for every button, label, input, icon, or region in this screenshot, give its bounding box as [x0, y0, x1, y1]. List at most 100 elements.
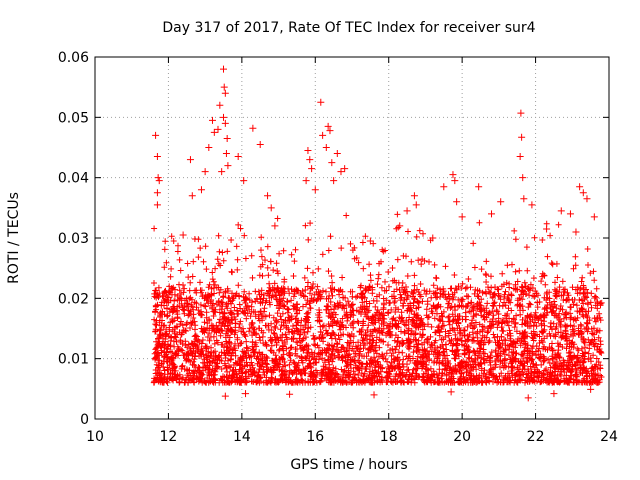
data-point: [221, 89, 229, 97]
dense-data-band: [150, 211, 605, 386]
data-point: [322, 144, 330, 151]
data-point: [518, 133, 526, 141]
x-tick-label: 24: [600, 429, 618, 445]
data-point: [221, 119, 229, 127]
y-tick-label: 0.05: [58, 110, 89, 126]
y-tick-label: 0.03: [58, 231, 89, 247]
chart-title: Day 317 of 2017, Rate Of TEC Index for r…: [162, 20, 535, 36]
x-tick-label: 22: [527, 429, 545, 445]
data-point: [517, 109, 525, 117]
x-tick-label: 12: [160, 429, 178, 445]
data-point: [308, 165, 316, 173]
data-points: [150, 65, 605, 402]
data-point: [153, 153, 161, 161]
data-point: [587, 385, 595, 393]
data-point: [224, 162, 232, 170]
data-point: [221, 392, 229, 400]
data-point: [249, 124, 257, 132]
y-axis-label: ROTI / TECUs: [6, 192, 22, 284]
data-point: [208, 116, 216, 124]
data-point: [412, 201, 420, 209]
x-tick-label: 16: [306, 429, 324, 445]
data-point: [220, 65, 227, 73]
data-point: [475, 183, 483, 191]
data-point: [449, 171, 457, 179]
data-point: [403, 207, 411, 215]
data-point: [302, 177, 310, 185]
data-point: [451, 177, 459, 185]
data-point: [396, 222, 404, 230]
data-point: [153, 189, 161, 197]
data-point: [234, 153, 242, 161]
data-point: [516, 153, 524, 161]
data-point: [458, 213, 466, 221]
data-point: [264, 192, 272, 200]
data-point: [214, 125, 222, 133]
data-point: [256, 140, 264, 148]
y-tick-label: 0.01: [58, 352, 89, 368]
data-point: [520, 195, 528, 203]
data-point: [179, 231, 187, 239]
data-point: [576, 183, 584, 191]
data-point: [328, 159, 336, 167]
x-tick-label: 20: [453, 429, 471, 445]
y-tick-label: 0.06: [58, 50, 89, 66]
data-point: [152, 131, 160, 139]
data-point: [186, 156, 194, 164]
data-point: [271, 222, 279, 230]
data-point: [579, 189, 587, 197]
data-point: [429, 234, 437, 242]
data-point: [222, 150, 230, 158]
data-point: [153, 201, 161, 209]
data-point: [201, 168, 209, 176]
data-point: [286, 390, 294, 398]
y-tick-label: 0: [80, 412, 89, 428]
data-point: [326, 127, 334, 135]
data-point: [366, 237, 374, 245]
data-point: [242, 390, 250, 398]
data-point: [440, 183, 448, 191]
data-point: [267, 204, 275, 212]
data-point: [210, 128, 218, 136]
y-tick-label: 0.02: [58, 291, 89, 307]
data-point: [330, 177, 338, 185]
data-point: [528, 201, 536, 209]
y-tick-label: 0.04: [58, 171, 89, 187]
data-point: [216, 101, 224, 109]
data-point: [447, 388, 455, 396]
data-point: [519, 174, 527, 182]
x-axis-label: GPS time / hours: [290, 457, 407, 473]
data-point: [566, 210, 574, 218]
x-axis-ticks: 10 12 14 16 18 20 22 24: [86, 57, 618, 445]
data-point: [572, 228, 580, 236]
data-point: [550, 390, 558, 398]
data-point: [304, 147, 312, 155]
data-point: [488, 210, 496, 218]
data-point: [220, 113, 227, 121]
data-point: [311, 186, 319, 194]
data-point: [317, 98, 325, 106]
data-point: [220, 83, 228, 91]
data-point: [218, 168, 226, 176]
data-point: [240, 177, 248, 185]
data-point: [155, 177, 163, 185]
data-point: [341, 165, 349, 173]
data-point: [306, 156, 314, 164]
data-point: [557, 207, 565, 215]
data-point: [543, 225, 551, 233]
x-tick-label: 14: [233, 429, 251, 445]
data-point: [453, 198, 461, 206]
y-axis-ticks: 0 0.01 0.02 0.03 0.04 0.05 0.06: [58, 50, 609, 428]
data-point: [410, 192, 418, 200]
x-tick-label: 10: [86, 429, 104, 445]
data-point: [583, 195, 591, 203]
data-point: [205, 144, 213, 151]
data-point: [370, 391, 378, 399]
data-point: [319, 131, 327, 139]
data-point: [590, 213, 598, 221]
data-point: [337, 168, 345, 176]
data-point: [223, 134, 231, 142]
data-point: [524, 394, 532, 402]
data-point: [497, 198, 505, 206]
